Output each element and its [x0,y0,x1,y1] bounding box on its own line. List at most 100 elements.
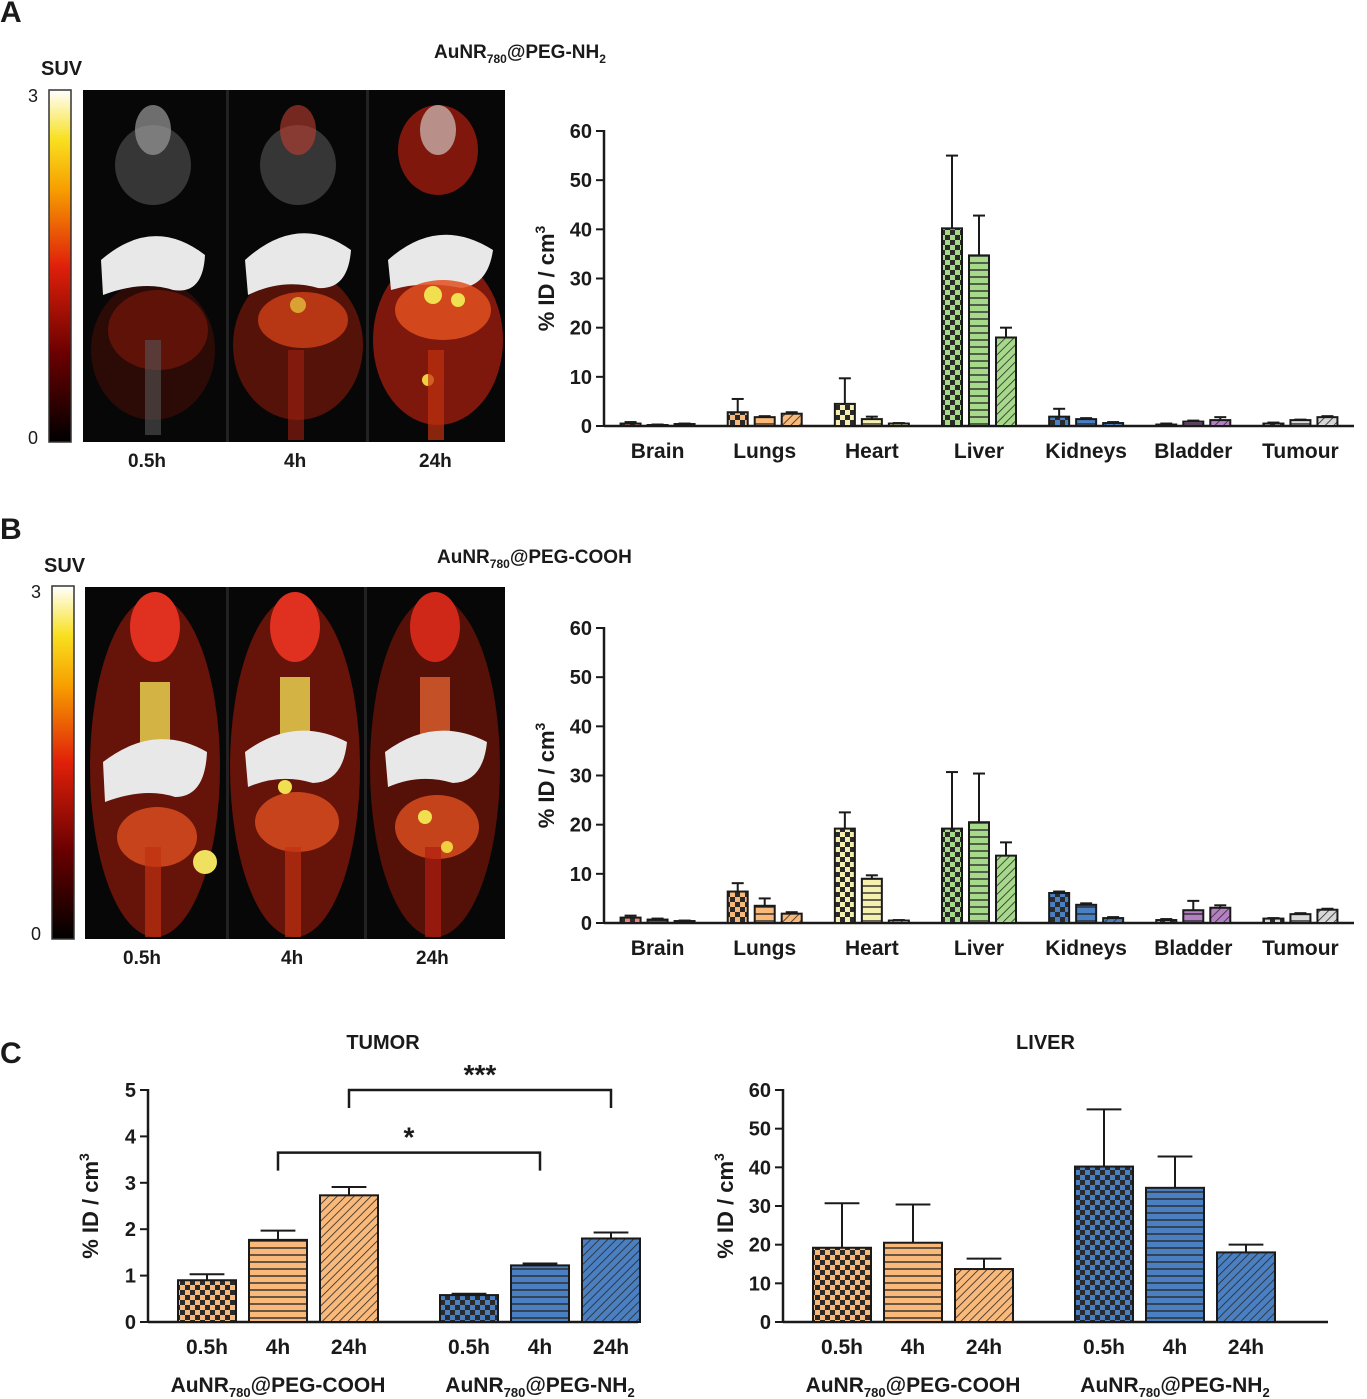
chart-c-tumor-ytick-label-4: 4 [125,1126,137,1148]
chart-b-bar-6-2 [1316,908,1339,925]
chart-a-bar-1-2 [780,412,803,428]
suv-max-label-b: 3 [31,582,42,602]
chart-c-liver-bar-1-1 [1145,1186,1205,1323]
chart-c-liver-title: LIVER [1016,1032,1075,1054]
chart-c-liver-bar-1-2 [1216,1251,1276,1323]
chart-c-tumor-y-label: % ID / cm3 [76,1153,103,1259]
chart-c-tumor-bar-0-2 [319,1194,379,1323]
panel-b-title: AuNR780@PEG-COOH [437,547,632,571]
chart-b-bar-2-0 [833,827,856,925]
chart-c-liver-xtick-label-1-2: 24h [1228,1336,1264,1359]
suv-max-label: 3 [28,86,39,106]
chart-c-tumor-ytick-label-1: 1 [125,1266,136,1288]
chart-a-xtick-label-1: Lungs [733,440,796,463]
chart-c-tumor-ytick-label-2: 2 [125,1219,136,1241]
time-label-b-2: 24h [416,948,449,969]
chart-a-ytick-label-5: 50 [570,170,592,192]
chart-c-tumor-sig-label-0: * [404,1122,415,1153]
chart-b-xtick-label-6: Tumour [1262,937,1339,960]
chart-c-tumor-xtick-label-0-0: 0.5h [186,1336,228,1359]
chart-c-liver-bar-1-0 [1074,1165,1134,1323]
chart-c-liver-ytick-label-0: 0 [760,1312,771,1334]
chart-a-bar-2-1 [860,418,883,428]
pet-mouse-4h [233,105,363,440]
chart-b-bar-4-2 [1102,917,1125,925]
chart-b-bar-2-1 [860,877,883,924]
chart-c-tumor-sig-bracket-0 [276,1151,542,1171]
chart-b-ytick-label-4: 40 [570,716,592,738]
pet-mouse-b-4h [230,592,360,937]
chart-b-xtick-label-0: Brain [631,937,685,960]
chart-b-bar-5-2 [1209,906,1232,924]
chart-b-bar-5-0 [1155,919,1178,924]
chart-a-bar-3-1 [968,254,990,427]
chart-a-bar-4-1 [1075,418,1098,428]
chart-c-tumor-ytick-label-5: 5 [125,1080,136,1102]
chart-c-liver-xtick-label-0-1: 4h [901,1336,926,1359]
pet-mouse-24h [373,105,503,440]
chart-a-bar-5-0 [1155,423,1178,427]
chart-c-liver-bar-0-2 [954,1268,1014,1324]
chart-a-xtick-label-3: Liver [954,440,1004,463]
chart-b-ytick-label-3: 30 [570,766,592,788]
chart-c-liver-xtick-label-1-0: 0.5h [1083,1336,1125,1359]
chart-b-bar-0-1 [646,918,669,924]
chart-b-xtick-label-3: Liver [954,937,1004,960]
time-label-b-0: 0.5h [123,948,162,969]
chart-c-liver-bar-0-0 [812,1246,872,1323]
chart-a-bar-2-0 [833,402,856,427]
chart-b-bar-6-0 [1262,917,1285,925]
chart-b-xtick-label-5: Bladder [1154,937,1232,960]
chart-c-liver-group-label-0: AuNR780@PEG-COOH [806,1374,1021,1399]
chart-c-liver-ytick-label-3: 30 [749,1196,771,1218]
chart-a-bar-4-2 [1102,422,1125,427]
chart-c-tumor-group-label-0: AuNR780@PEG-COOH [171,1374,386,1399]
chart-a-y-label: % ID / cm3 [532,225,559,331]
chart-a-ytick-label-0: 0 [581,416,592,438]
chart-a-bar-6-1 [1289,419,1312,428]
chart-b-bar-4-1 [1075,903,1098,924]
chart-a-biodistribution: 0 10 20 30 40 50 60 % ID / cm3 Brain Lungs Heart Li… [532,121,1354,463]
chart-a-bar-1-0 [726,411,749,428]
suv-colorbar-b [51,585,75,940]
chart-c-liver-ytick-label-1: 10 [749,1273,771,1295]
chart-c-liver-xtick-label-0-0: 0.5h [821,1336,863,1359]
pet-mouse-b-0-5h [90,592,220,937]
chart-c-tumor-ytick-label-3: 3 [125,1173,136,1195]
time-label-a-0: 0.5h [128,451,167,472]
panel-letter-a: A [0,0,22,29]
chart-a-bar-1-1 [753,416,776,427]
chart-a-bar-4-0 [1048,415,1071,427]
chart-a-bar-6-2 [1316,416,1339,427]
chart-b-xtick-label-4: Kidneys [1045,937,1127,960]
chart-c-liver: 0 10 20 30 40 50 60 % ID / cm3 LIVER 0.5h 4h 24h AuN… [711,1032,1328,1399]
chart-a-bar-5-1 [1182,420,1205,428]
chart-c-liver-y-label: % ID / cm3 [711,1153,738,1259]
chart-c-liver-xtick-label-1-1: 4h [1163,1336,1188,1359]
pet-mouse-0-5h [91,105,215,435]
chart-c-liver-ytick-label-2: 20 [749,1235,771,1257]
chart-c-liver-ytick-label-5: 50 [749,1119,771,1141]
chart-b-y-label: % ID / cm3 [532,722,559,828]
chart-a-bar-6-0 [1262,422,1285,427]
chart-b-bar-3-1 [968,821,990,924]
chart-b-bar-3-2 [995,854,1017,924]
chart-a-ytick-label-6: 60 [570,121,592,143]
chart-a-ytick-label-2: 20 [570,318,592,340]
chart-b-ytick-label-0: 0 [581,913,592,935]
chart-a-bar-3-0 [941,227,963,427]
chart-b-biodistribution: 0 10 20 30 40 50 60 % ID / cm3 Brain Lungs Heart Li… [532,618,1354,960]
suv-label-b: SUV [44,555,86,577]
chart-b-bar-1-2 [780,912,803,924]
pet-image-panel-a [83,90,505,442]
chart-a-bar-0-0 [619,422,642,427]
chart-c-tumor: 0 1 2 3 4 5 % ID / cm3 TUMOR 0.5h 4h 24h AuNR780@PE… [76,1032,641,1399]
chart-c-tumor-bar-1-1 [510,1264,570,1323]
chart-c-tumor-xtick-label-0-2: 24h [331,1336,367,1359]
chart-b-xtick-label-1: Lungs [733,937,796,960]
chart-b-bar-1-0 [726,890,749,924]
chart-a-xtick-label-0: Brain [631,440,685,463]
chart-c-tumor-sig-label-1: *** [464,1059,497,1090]
chart-c-tumor-xtick-label-1-2: 24h [593,1336,629,1359]
chart-c-tumor-xtick-label-1-1: 4h [528,1336,553,1359]
